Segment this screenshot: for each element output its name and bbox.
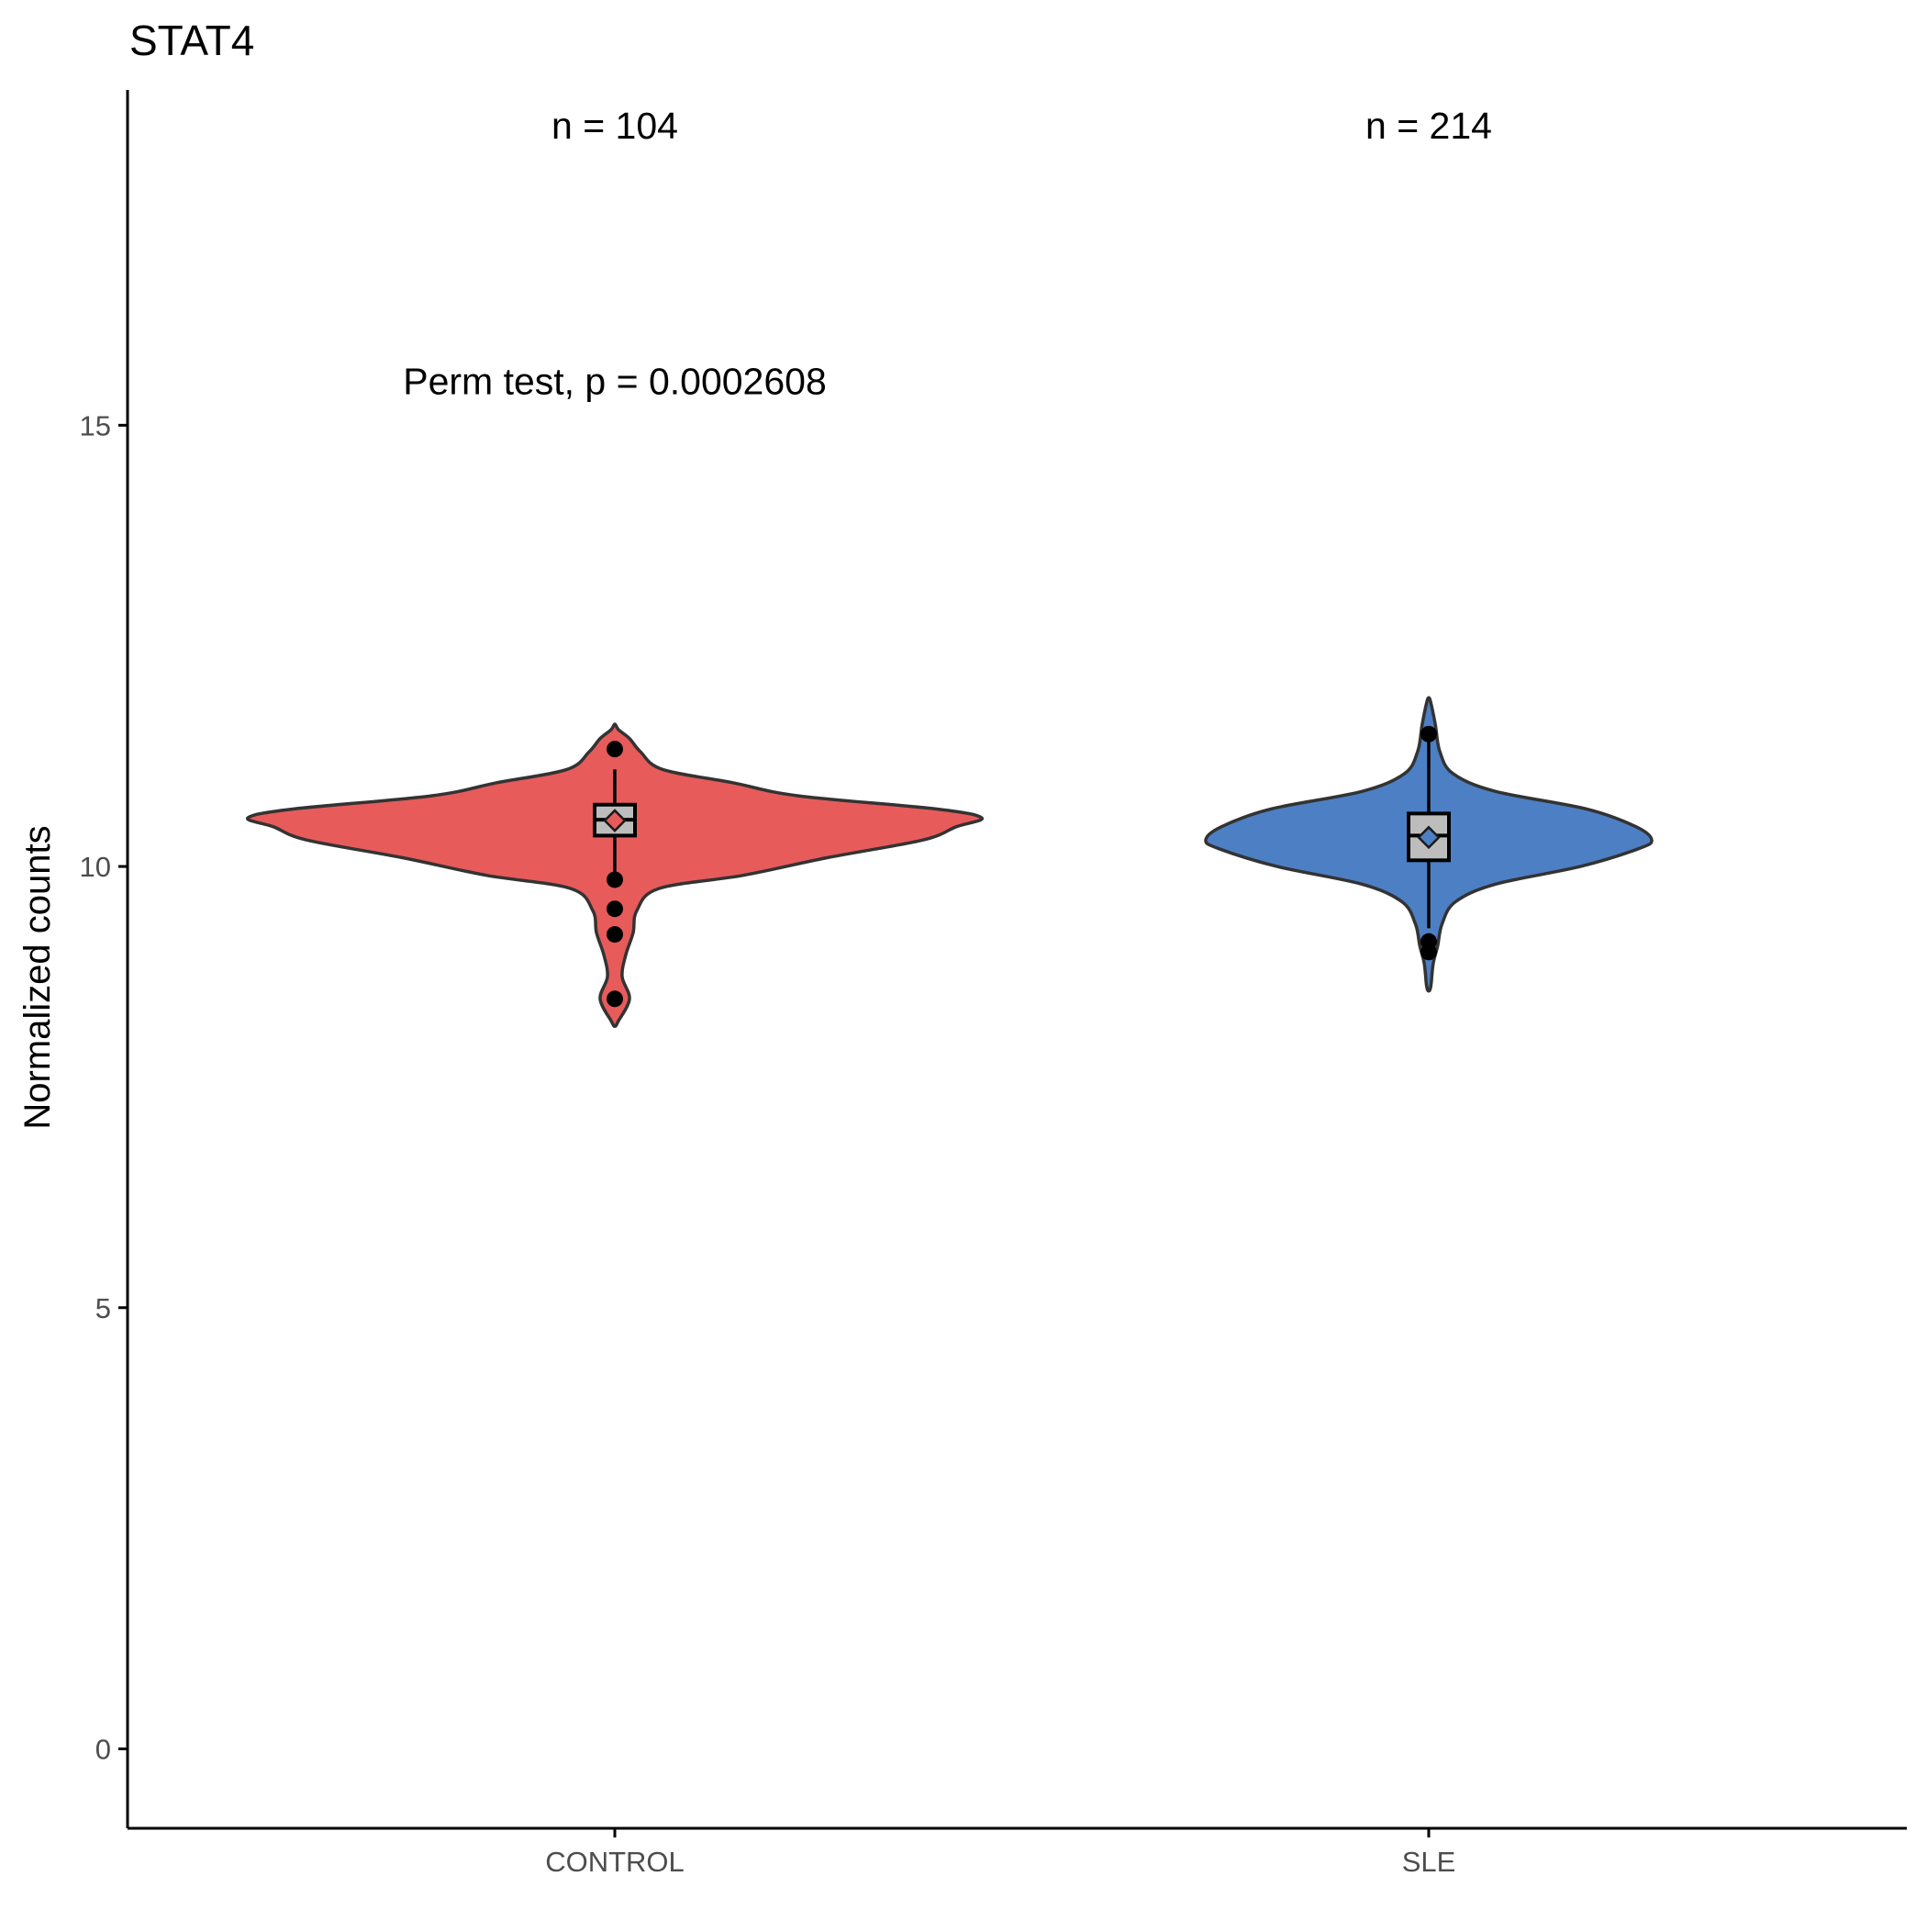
x-tick-label: SLE — [1402, 1846, 1456, 1878]
violin-group-sle — [1204, 696, 1654, 993]
outlier-point — [607, 900, 623, 918]
y-tick-label: 0 — [95, 1733, 111, 1765]
outlier-point — [607, 990, 623, 1008]
count-label-control: n = 104 — [551, 105, 678, 147]
violin-group-control — [246, 722, 984, 1029]
mean-marker — [603, 809, 627, 832]
perm-test-label: Perm test, p = 0.0002608 — [403, 360, 827, 402]
outlier-point — [607, 741, 623, 758]
y-axis-label: Normalized counts — [17, 825, 58, 1129]
violins — [246, 696, 1654, 1029]
y-tick-label: 10 — [80, 851, 111, 883]
outlier-point — [607, 926, 623, 944]
y-tick-label: 5 — [95, 1292, 111, 1324]
mean-marker — [1417, 825, 1441, 850]
outlier-point — [1420, 944, 1437, 961]
x-tick-label: CONTROL — [545, 1846, 685, 1878]
outlier-point — [607, 871, 623, 888]
y-ticks: 0 5 10 15 — [80, 409, 128, 1765]
x-ticks: CONTROL SLE — [545, 1828, 1455, 1878]
outlier-point — [1420, 725, 1437, 743]
count-label-sle: n = 214 — [1365, 105, 1492, 147]
chart-title: STAT4 — [129, 17, 254, 64]
y-tick-label: 15 — [80, 409, 111, 441]
